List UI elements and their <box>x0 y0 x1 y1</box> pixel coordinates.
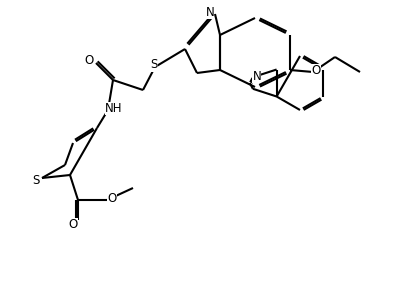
Text: O: O <box>311 63 321 77</box>
Text: O: O <box>68 217 78 230</box>
Text: S: S <box>150 58 158 72</box>
Text: N: N <box>206 6 214 19</box>
Text: NH: NH <box>105 102 123 114</box>
Text: S: S <box>32 173 40 187</box>
Text: N: N <box>252 70 261 83</box>
Text: O: O <box>107 191 117 205</box>
Text: O: O <box>84 54 94 68</box>
